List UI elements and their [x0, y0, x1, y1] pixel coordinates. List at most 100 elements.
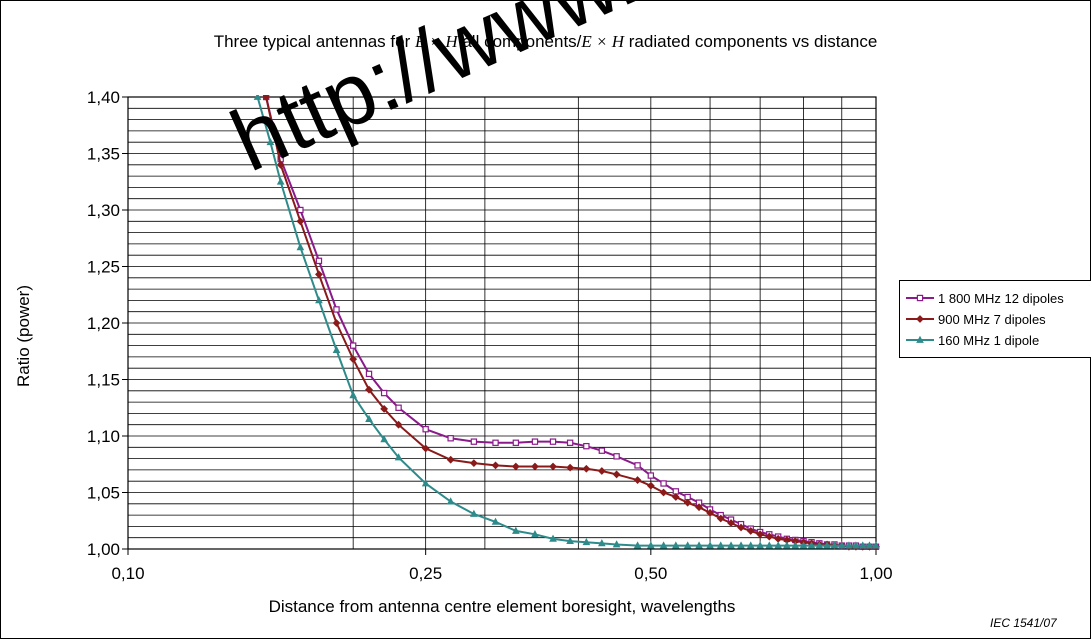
data-point	[349, 391, 358, 399]
data-point	[706, 508, 714, 517]
data-point	[297, 206, 304, 214]
data-point	[659, 488, 668, 497]
y-tick-label: 1,00	[87, 540, 120, 559]
data-point	[332, 319, 341, 327]
legend-label: 1 800 MHz 12 dipoles	[938, 290, 1064, 306]
data-point	[634, 462, 641, 469]
y-tick-label: 1,15	[87, 371, 120, 390]
figure-reference: IEC 1541/07	[990, 616, 1057, 630]
data-point	[470, 438, 478, 445]
data-point	[646, 481, 655, 490]
data-point	[262, 95, 271, 101]
data-point	[633, 476, 642, 484]
data-point	[470, 509, 478, 517]
legend-swatch-marker	[916, 315, 924, 323]
data-point	[296, 217, 305, 226]
y-tick-label: 1,40	[87, 88, 120, 107]
data-point	[531, 438, 539, 445]
data-point	[491, 461, 500, 470]
data-point	[865, 541, 874, 549]
chart-title-math-2: E × H	[581, 32, 625, 51]
data-point	[737, 541, 745, 549]
y-tick-label: 1,35	[87, 145, 120, 164]
legend-label: 160 MHz 1 dipole	[938, 332, 1040, 348]
x-tick-label: 1,00	[859, 564, 892, 583]
data-point	[380, 389, 388, 397]
data-point	[365, 370, 373, 378]
data-point	[872, 541, 880, 549]
y-axis-label: Ratio (power)	[14, 284, 33, 388]
data-point	[582, 464, 591, 473]
data-point	[852, 541, 860, 549]
data-point	[394, 420, 403, 429]
data-point	[799, 541, 808, 549]
chart-title-math-1: E × H	[414, 32, 458, 51]
data-point	[845, 541, 853, 549]
data-point	[566, 536, 574, 544]
data-point	[469, 459, 478, 468]
legend-swatch-marker	[916, 294, 924, 302]
data-point	[394, 453, 403, 461]
data-point	[671, 541, 680, 549]
y-tick-label: 1,10	[87, 427, 120, 446]
data-point	[612, 540, 621, 548]
data-point	[613, 453, 620, 460]
data-point	[315, 296, 323, 304]
data-point	[315, 270, 323, 279]
data-point	[695, 541, 703, 549]
chart-title-suffix: radiated components vs distance	[624, 32, 878, 51]
legend-swatch-marker	[916, 335, 924, 343]
legend-swatch	[906, 335, 934, 343]
legend: 1 800 MHz 12 dipoles 900 MHz 7 dipoles 160…	[899, 280, 1091, 358]
data-point	[716, 541, 725, 549]
data-point	[746, 527, 755, 535]
data-point	[492, 439, 499, 446]
data-point	[633, 541, 642, 549]
data-point	[512, 526, 520, 534]
data-point	[646, 541, 655, 549]
data-point	[756, 541, 764, 549]
data-point	[695, 503, 703, 512]
data-point	[531, 530, 539, 538]
data-point	[683, 541, 692, 549]
data-point	[830, 541, 839, 549]
data-point	[380, 435, 388, 443]
data-point	[422, 426, 429, 433]
chart-title-middle: all components/	[457, 32, 582, 51]
legend-swatch	[906, 294, 934, 302]
data-point	[727, 519, 735, 527]
series-line	[256, 96, 876, 547]
axes-layer: 1,00 1,05 1,10 1,15 1,20 1,25 1,30 1,35 1,40 0,10…	[87, 88, 893, 583]
data-point	[756, 530, 765, 539]
data-point	[549, 462, 557, 471]
data-point	[647, 472, 655, 479]
data-point	[823, 541, 831, 549]
data-point	[598, 447, 606, 454]
data-point	[858, 541, 867, 549]
data-point	[765, 541, 774, 549]
data-point	[783, 541, 791, 549]
data-point	[349, 342, 357, 349]
legend-item: 1 800 MHz 12 dipoles	[906, 288, 1064, 308]
data-point	[276, 177, 285, 185]
data-point	[531, 462, 539, 471]
grid-layer	[128, 96, 876, 550]
data-point	[549, 534, 557, 542]
y-tick-label: 1,30	[87, 201, 120, 220]
data-point	[296, 243, 305, 251]
data-point	[276, 160, 285, 169]
y-tick-label: 1,20	[87, 314, 120, 333]
chart-title: Three typical antennas for E × H all com…	[0, 32, 1091, 52]
y-tick-label: 1,05	[87, 484, 120, 503]
data-point	[380, 404, 389, 413]
data-point	[421, 479, 430, 487]
data-point	[421, 444, 430, 453]
legend-swatch	[906, 315, 934, 323]
data-point	[837, 541, 846, 549]
data-point	[737, 523, 745, 532]
data-point	[582, 537, 591, 546]
data-point	[511, 462, 520, 471]
data-point	[333, 306, 340, 313]
data-point	[774, 541, 783, 549]
data-point	[549, 438, 557, 445]
